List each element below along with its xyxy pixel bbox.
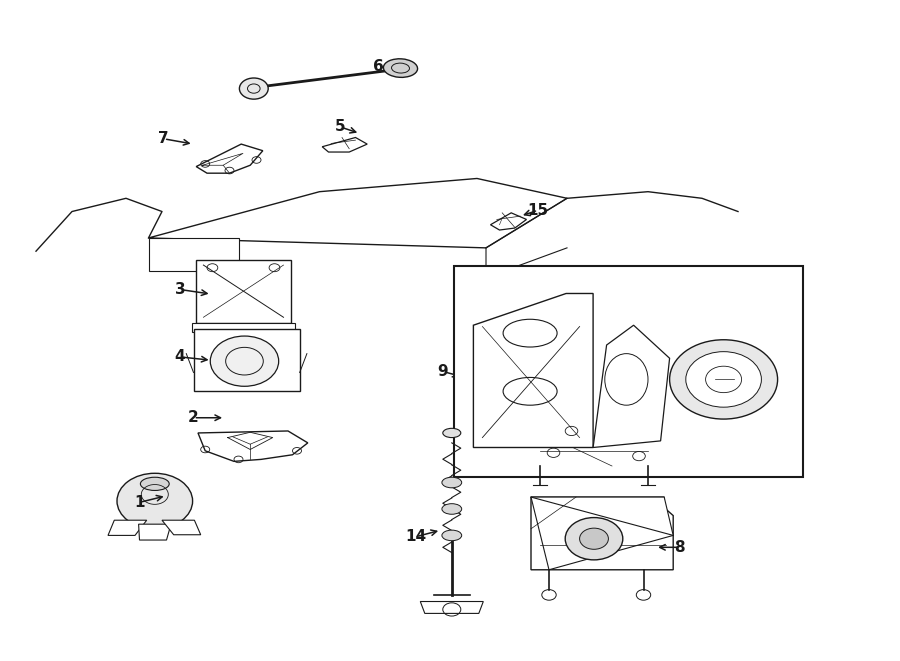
Polygon shape — [196, 144, 263, 173]
Text: 15: 15 — [527, 203, 549, 217]
Polygon shape — [192, 323, 295, 332]
Text: 1: 1 — [134, 495, 145, 510]
Polygon shape — [420, 602, 483, 613]
Text: 8: 8 — [674, 540, 685, 555]
Ellipse shape — [442, 530, 462, 541]
Polygon shape — [531, 497, 673, 570]
Polygon shape — [322, 137, 367, 152]
Circle shape — [580, 528, 608, 549]
Ellipse shape — [140, 477, 169, 490]
Ellipse shape — [443, 428, 461, 438]
Polygon shape — [531, 497, 673, 570]
Polygon shape — [162, 520, 201, 535]
Text: 13: 13 — [664, 463, 686, 478]
Text: 9: 9 — [437, 364, 448, 379]
Text: 14: 14 — [405, 529, 427, 544]
Text: 10: 10 — [477, 303, 499, 318]
Circle shape — [565, 518, 623, 560]
Text: 4: 4 — [175, 350, 185, 364]
Polygon shape — [593, 325, 670, 447]
Text: 5: 5 — [335, 120, 346, 134]
Text: 7: 7 — [158, 132, 169, 146]
Polygon shape — [491, 213, 526, 230]
Polygon shape — [194, 329, 300, 391]
Polygon shape — [198, 431, 308, 461]
Polygon shape — [473, 293, 593, 447]
Polygon shape — [108, 520, 147, 535]
Polygon shape — [554, 410, 585, 426]
Circle shape — [211, 336, 279, 386]
Circle shape — [670, 340, 778, 419]
Text: 11: 11 — [637, 412, 659, 427]
Polygon shape — [148, 238, 238, 271]
Circle shape — [117, 473, 193, 529]
Polygon shape — [531, 424, 657, 466]
Polygon shape — [139, 524, 171, 540]
Ellipse shape — [442, 477, 462, 488]
Text: 6: 6 — [373, 59, 383, 73]
Ellipse shape — [383, 59, 418, 77]
Text: 2: 2 — [188, 410, 199, 425]
Circle shape — [686, 352, 761, 407]
Ellipse shape — [442, 504, 462, 514]
Polygon shape — [196, 260, 291, 323]
Text: 3: 3 — [175, 282, 185, 297]
Text: 12: 12 — [583, 384, 605, 399]
Circle shape — [239, 78, 268, 99]
Bar — [454, 266, 803, 477]
Polygon shape — [148, 178, 567, 248]
